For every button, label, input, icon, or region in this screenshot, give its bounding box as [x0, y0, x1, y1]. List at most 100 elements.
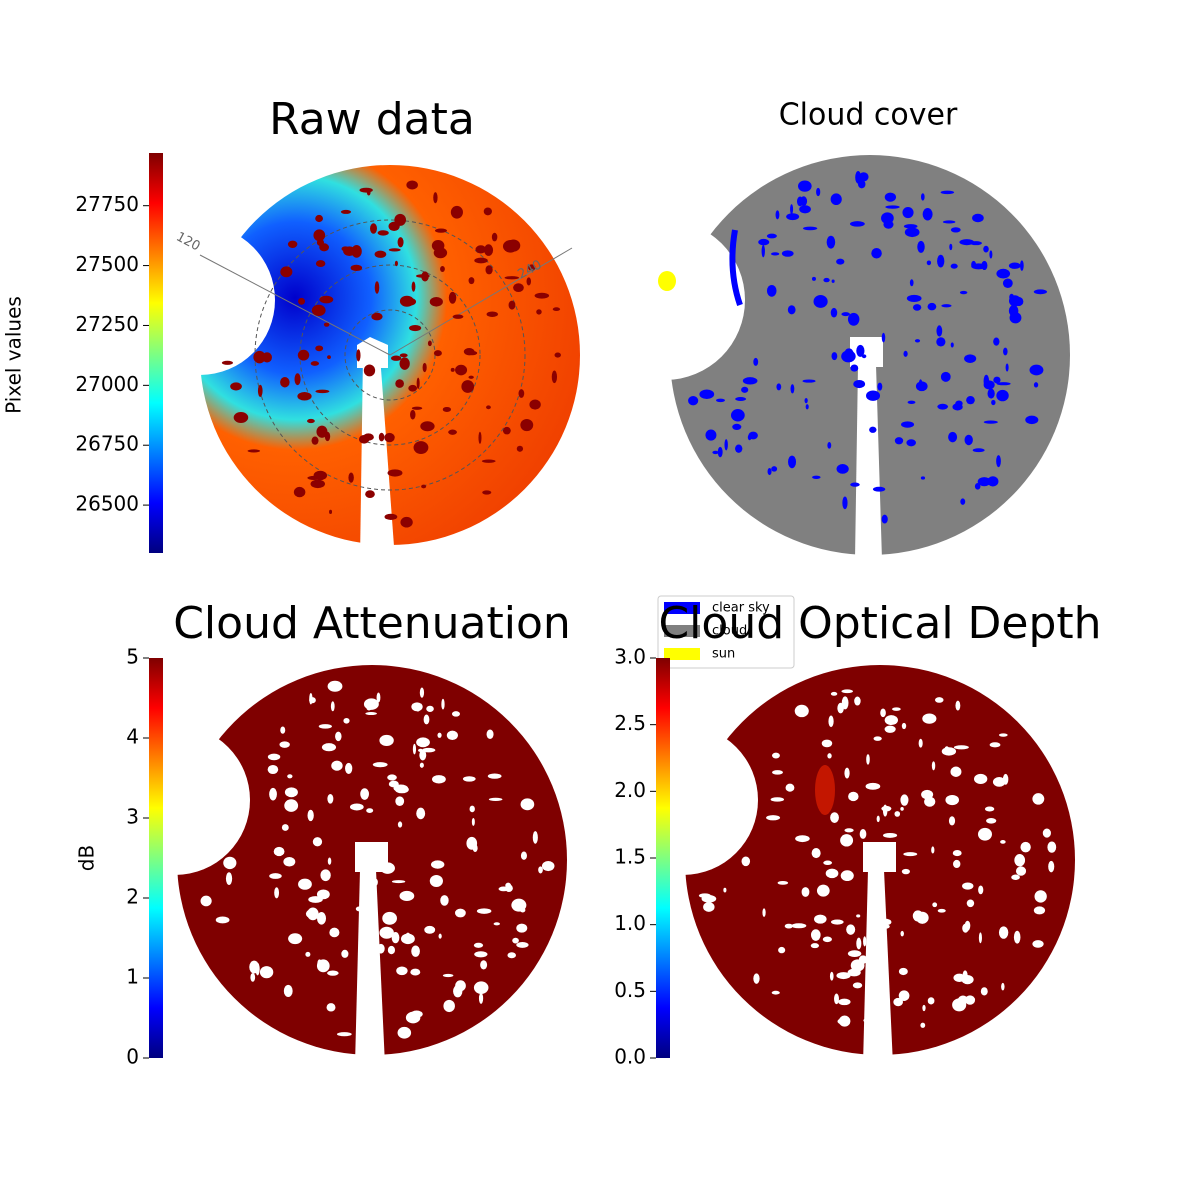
blob [978, 827, 992, 841]
blob [372, 762, 388, 768]
blob [884, 715, 898, 726]
blob [790, 384, 795, 394]
blob [906, 294, 922, 302]
blob [802, 226, 818, 231]
blob [748, 431, 758, 440]
blob [441, 698, 445, 710]
blob [416, 807, 426, 820]
blob [991, 399, 996, 406]
blob [992, 777, 1006, 787]
blob [440, 265, 445, 272]
blob [221, 360, 234, 365]
tick-label: 4 [126, 725, 139, 749]
blob [903, 224, 918, 229]
blob [397, 1026, 412, 1039]
blob [415, 274, 430, 278]
blob [931, 846, 935, 854]
blob [841, 689, 854, 694]
tick-label: 26500 [75, 492, 139, 516]
blob [534, 292, 550, 299]
blob [1015, 866, 1027, 876]
blob [259, 966, 274, 979]
blob [343, 717, 350, 724]
blob [502, 426, 511, 435]
blob [853, 379, 866, 389]
blob [340, 209, 352, 214]
blob [909, 279, 914, 287]
blob [918, 379, 923, 388]
blob [1025, 415, 1039, 425]
blob [396, 966, 408, 976]
blob [283, 857, 296, 867]
blob [225, 872, 233, 886]
blob [552, 307, 561, 312]
blob [970, 241, 982, 246]
blob [1047, 841, 1057, 853]
blob [336, 1032, 352, 1037]
blob [518, 389, 525, 398]
blob [996, 382, 1011, 386]
blob [866, 390, 881, 401]
blob [964, 354, 977, 363]
blob [327, 793, 334, 804]
tick-label: 5 [126, 645, 139, 669]
blob [365, 490, 375, 499]
blob [758, 238, 770, 246]
raw-image [125, 165, 580, 560]
blob [920, 1022, 926, 1028]
blob [400, 933, 415, 945]
blob [1005, 363, 1009, 372]
blob [798, 180, 812, 192]
blob [1011, 874, 1020, 880]
blob [836, 972, 851, 980]
blob [840, 834, 854, 847]
blob [411, 281, 416, 292]
legend-label: sun [712, 647, 735, 662]
blob [481, 459, 496, 463]
blob [934, 697, 944, 703]
blob [950, 227, 961, 233]
blob [471, 817, 475, 826]
panel-title: Raw data [269, 94, 475, 145]
blob [794, 704, 809, 718]
blob [699, 389, 715, 400]
blob [478, 431, 482, 444]
blob [767, 467, 772, 476]
blob [468, 375, 474, 379]
blob [330, 701, 335, 712]
blob [394, 260, 398, 267]
blob [880, 708, 886, 718]
blob [423, 714, 430, 725]
blob [823, 277, 830, 283]
blob [799, 205, 811, 214]
tick-label: 26750 [75, 432, 139, 456]
blob [335, 731, 342, 742]
blob [821, 739, 833, 748]
blob [787, 305, 796, 315]
blob [788, 455, 797, 469]
blob [775, 210, 780, 220]
blob [848, 791, 859, 802]
blob [323, 322, 330, 327]
blob [269, 787, 277, 801]
blob [931, 761, 936, 771]
blob [800, 196, 808, 207]
blob [981, 260, 988, 271]
blob [411, 945, 420, 957]
blob [431, 240, 445, 252]
blob [315, 389, 330, 394]
blob [421, 484, 427, 489]
blob [327, 680, 343, 692]
blob [520, 798, 535, 811]
blob [854, 696, 861, 706]
blob [856, 914, 861, 918]
blob [315, 345, 324, 352]
blob [950, 342, 954, 348]
blob [915, 911, 929, 924]
blob [520, 851, 527, 860]
blob [528, 264, 536, 271]
blob [516, 445, 524, 452]
blob [388, 248, 401, 252]
blob [950, 766, 962, 777]
blob [881, 514, 888, 524]
